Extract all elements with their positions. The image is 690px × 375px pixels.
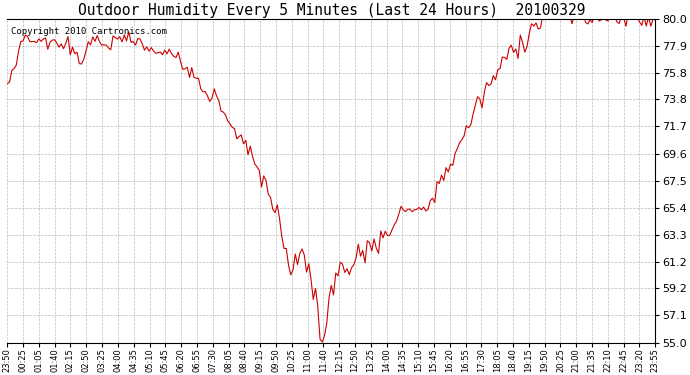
Text: Copyright 2010 Cartronics.com: Copyright 2010 Cartronics.com: [10, 27, 166, 36]
Title: Outdoor Humidity Every 5 Minutes (Last 24 Hours)  20100329: Outdoor Humidity Every 5 Minutes (Last 2…: [77, 3, 585, 18]
